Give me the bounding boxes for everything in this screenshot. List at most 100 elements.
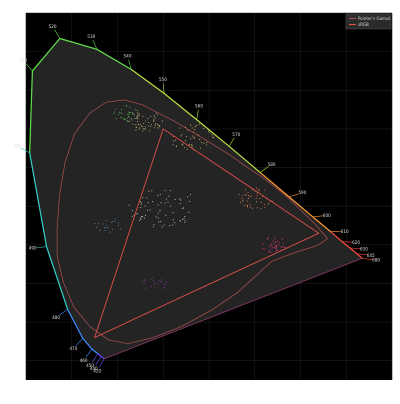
scatter-point — [187, 149, 188, 150]
scatter-point — [264, 189, 265, 190]
scatter-point — [244, 205, 245, 206]
scatter-point — [206, 144, 207, 145]
scatter-point — [274, 247, 275, 248]
scatter-point — [123, 118, 124, 119]
scatter-point — [98, 223, 99, 224]
scatter-point — [268, 251, 269, 252]
scatter-point — [106, 220, 107, 221]
scatter-point — [173, 141, 174, 142]
scatter-point — [145, 215, 146, 216]
scatter-point — [155, 125, 156, 126]
scatter-point — [257, 195, 258, 196]
scatter-point — [283, 246, 284, 247]
scatter-point — [132, 123, 133, 124]
wavelength-label: 680 — [372, 258, 380, 263]
scatter-point — [274, 238, 275, 239]
wavelength-label: 590 — [298, 190, 306, 195]
scatter-point — [109, 232, 110, 233]
scatter-point — [189, 201, 190, 202]
scatter-point — [264, 207, 265, 208]
scatter-point — [159, 289, 160, 290]
scatter-point — [194, 137, 195, 138]
scatter-point — [102, 223, 103, 224]
scatter-point — [184, 216, 185, 217]
scatter-point — [203, 143, 204, 144]
scatter-point — [121, 113, 122, 114]
scatter-point — [277, 241, 278, 242]
scatter-point — [118, 114, 119, 115]
scatter-point — [140, 217, 141, 218]
scatter-point — [179, 198, 180, 199]
scatter-point — [118, 222, 119, 223]
scatter-point — [129, 107, 130, 108]
scatter-point — [282, 239, 283, 240]
scatter-point — [95, 223, 96, 224]
scatter-point — [164, 287, 165, 288]
scatter-point — [175, 140, 176, 141]
scatter-point — [196, 125, 197, 126]
scatter-point — [256, 198, 257, 199]
scatter-point — [152, 277, 153, 278]
scatter-point — [175, 199, 176, 200]
scatter-point — [128, 116, 129, 117]
scatter-point — [114, 221, 115, 222]
scatter-point — [269, 246, 270, 247]
scatter-point — [248, 195, 249, 196]
scatter-point — [145, 279, 146, 280]
scatter-point — [182, 219, 183, 220]
scatter-point — [277, 250, 278, 251]
scatter-point — [173, 219, 174, 220]
scatter-point — [256, 201, 257, 202]
scatter-point — [207, 128, 208, 129]
scatter-point — [143, 128, 144, 129]
scatter-point — [181, 134, 182, 135]
scatter-point — [173, 144, 174, 145]
wavelength-label: 610 — [341, 229, 349, 234]
scatter-point — [167, 201, 168, 202]
scatter-point — [256, 188, 257, 189]
scatter-point — [126, 105, 127, 106]
scatter-point — [180, 220, 181, 221]
scatter-point — [141, 216, 142, 217]
scatter-point — [241, 198, 242, 199]
scatter-point — [137, 121, 138, 122]
scatter-point — [132, 113, 133, 114]
scatter-point — [159, 280, 160, 281]
scatter-point — [188, 212, 189, 213]
scatter-point — [208, 131, 209, 132]
scatter-point — [199, 139, 200, 140]
scatter-point — [268, 237, 269, 238]
scatter-point — [105, 227, 106, 228]
scatter-point — [159, 210, 160, 211]
scatter-point — [257, 207, 258, 208]
scatter-point — [134, 118, 135, 119]
wavelength-label: 620 — [352, 240, 360, 245]
scatter-point — [154, 287, 155, 288]
scatter-point — [276, 245, 277, 246]
scatter-point — [157, 124, 158, 125]
scatter-point — [150, 126, 151, 127]
scatter-point — [165, 202, 166, 203]
scatter-point — [118, 225, 119, 226]
scatter-point — [154, 115, 155, 116]
scatter-point — [137, 213, 138, 214]
legend: Pointer's Gamut sRGB — [346, 14, 391, 29]
scatter-point — [151, 124, 152, 125]
scatter-point — [275, 241, 276, 242]
scatter-point — [145, 126, 146, 127]
scatter-point — [192, 135, 193, 136]
scatter-point — [206, 142, 207, 143]
scatter-point — [125, 119, 126, 120]
scatter-point — [129, 121, 130, 122]
scatter-point — [129, 117, 130, 118]
scatter-point — [139, 220, 140, 221]
scatter-point — [137, 110, 138, 111]
scatter-point — [269, 249, 270, 250]
scatter-point — [139, 113, 140, 114]
scatter-point — [153, 226, 154, 227]
scatter-point — [276, 247, 277, 248]
scatter-point — [245, 194, 246, 195]
scatter-point — [276, 249, 277, 250]
scatter-point — [131, 120, 132, 121]
